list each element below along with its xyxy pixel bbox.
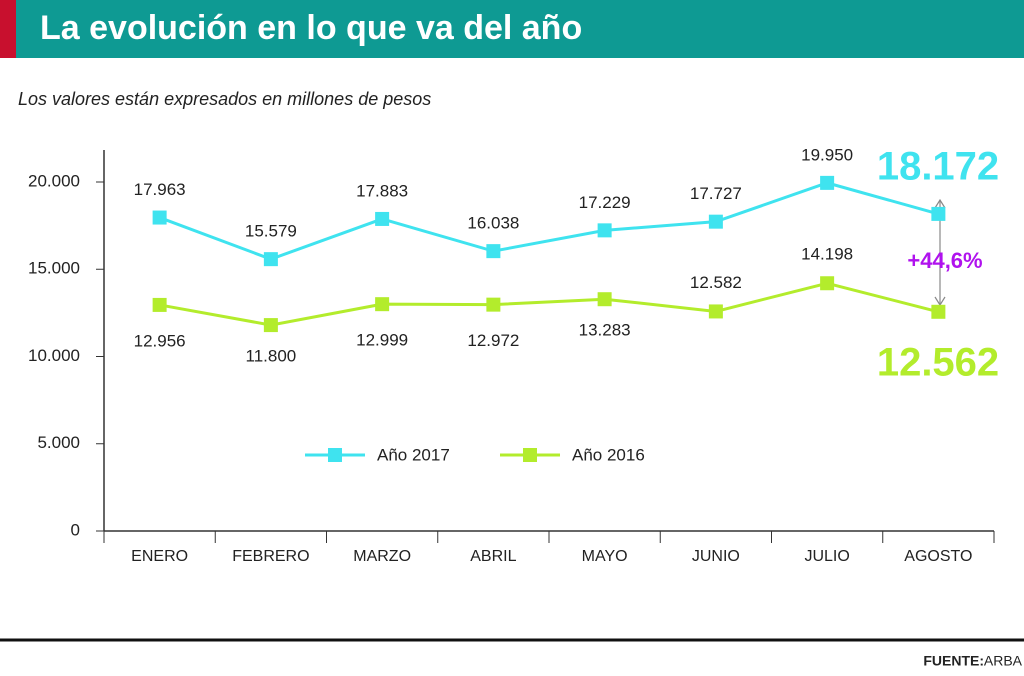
x-tick-label: ABRIL bbox=[470, 548, 516, 565]
value-label: 15.579 bbox=[245, 222, 297, 241]
y-tick-label: 15.000 bbox=[28, 259, 80, 278]
value-label: 17.727 bbox=[690, 184, 742, 203]
title-accent bbox=[0, 0, 16, 58]
value-label: 17.229 bbox=[579, 193, 631, 212]
point bbox=[708, 304, 723, 319]
legend-marker bbox=[523, 448, 537, 462]
x-tick-label: FEBRERO bbox=[232, 548, 309, 565]
value-label: 17.963 bbox=[134, 180, 186, 199]
x-tick-label: MAYO bbox=[582, 548, 628, 565]
legend-label: Año 2016 bbox=[572, 445, 645, 464]
point bbox=[708, 214, 723, 229]
y-tick-label: 10.000 bbox=[28, 346, 80, 365]
point bbox=[375, 297, 390, 312]
annotation: +44,6% bbox=[907, 248, 982, 273]
point bbox=[152, 297, 167, 312]
y-tick-label: 20.000 bbox=[28, 171, 80, 190]
chart-subtitle: Los valores están expresados en millones… bbox=[18, 89, 431, 109]
value-label: 16.038 bbox=[467, 214, 519, 233]
chart-title: La evolución en lo que va del año bbox=[40, 9, 582, 47]
point bbox=[263, 318, 278, 333]
legend-marker bbox=[328, 448, 342, 462]
value-label: 19.950 bbox=[801, 145, 853, 164]
point bbox=[820, 276, 835, 291]
point bbox=[375, 211, 390, 226]
point bbox=[486, 244, 501, 259]
x-tick-label: MARZO bbox=[353, 548, 411, 565]
title-bar bbox=[16, 0, 1024, 58]
y-tick-label: 0 bbox=[71, 520, 80, 539]
series-line bbox=[159, 281, 939, 327]
source: ARBA bbox=[984, 653, 1023, 669]
value-label-highlight: 18.172 bbox=[877, 144, 999, 188]
value-label-highlight: 12.562 bbox=[877, 340, 999, 384]
point bbox=[486, 297, 501, 312]
point bbox=[820, 175, 835, 190]
value-label: 12.956 bbox=[134, 331, 186, 350]
value-label: 14.198 bbox=[801, 245, 853, 264]
point bbox=[597, 223, 612, 238]
point bbox=[263, 252, 278, 267]
value-label: 12.972 bbox=[467, 331, 519, 350]
value-label: 17.883 bbox=[356, 181, 408, 200]
point bbox=[931, 206, 946, 221]
value-label: 13.283 bbox=[579, 321, 631, 340]
legend-label: Año 2017 bbox=[377, 445, 450, 464]
value-label: 12.582 bbox=[690, 273, 742, 292]
x-tick-label: JULIO bbox=[804, 548, 849, 565]
value-label: 11.800 bbox=[246, 347, 297, 366]
x-tick-label: JUNIO bbox=[692, 548, 740, 565]
x-tick-label: AGOSTO bbox=[904, 548, 972, 565]
value-label: 12.999 bbox=[356, 331, 408, 350]
point bbox=[931, 304, 946, 319]
point bbox=[152, 210, 167, 225]
x-tick-label: ENERO bbox=[131, 548, 188, 565]
point bbox=[597, 292, 612, 307]
source-label: FUENTE: bbox=[923, 653, 984, 669]
y-tick-label: 5.000 bbox=[37, 433, 80, 452]
series-line bbox=[159, 181, 939, 261]
